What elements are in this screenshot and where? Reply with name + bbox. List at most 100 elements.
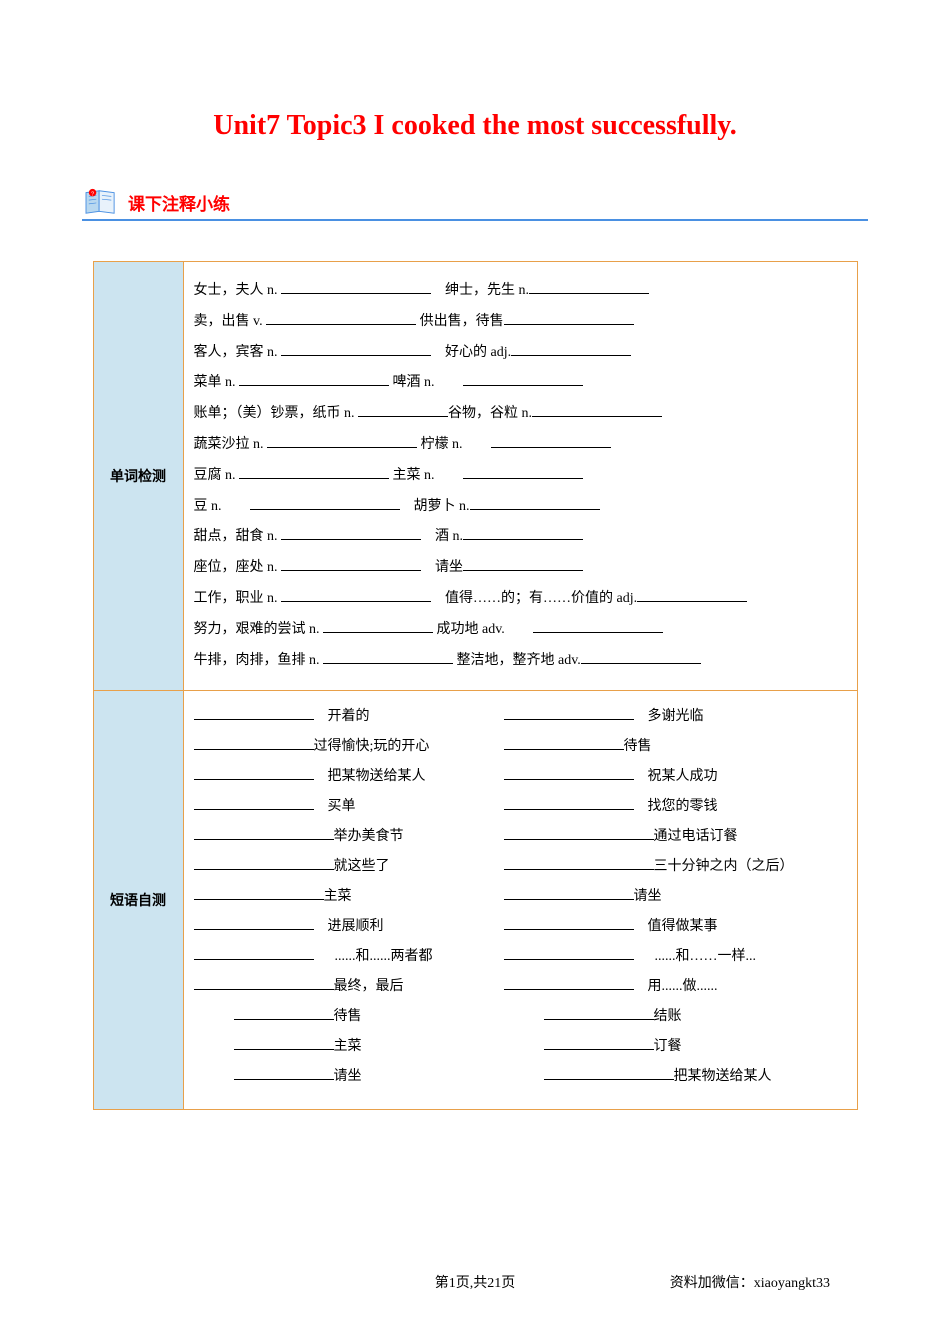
fill-blank — [358, 403, 448, 417]
phrase-row: 主菜请坐 — [194, 885, 847, 905]
vocab-row: 豆腐 n. 主菜 n. — [194, 461, 847, 492]
fill-blank — [581, 650, 701, 664]
fill-blank — [323, 619, 433, 633]
phrase-content-cell: 开着的 多谢光临过得愉快;玩的开心待售 把某物送给某人 祝某人成功 买单 找您的… — [183, 691, 857, 1110]
worksheet-table: 单词检测 女士，夫人 n. 绅士，先生 n.卖，出售 v. 供出售，待售客人，宾… — [93, 261, 858, 1110]
phrase-text: 举办美食节 — [334, 825, 404, 845]
phrase-row: 把某物送给某人 祝某人成功 — [194, 765, 847, 785]
vocab-content-cell: 女士，夫人 n. 绅士，先生 n.卖，出售 v. 供出售，待售客人，宾客 n. … — [183, 262, 857, 691]
phrase-text: 祝某人成功 — [648, 765, 718, 785]
fill-blank — [544, 1036, 654, 1050]
phrase-row: 举办美食节 通过电话订餐 — [194, 825, 847, 845]
fill-blank — [194, 976, 334, 990]
phrase-text: 请坐 — [334, 1065, 362, 1085]
phrase-text: 值得做某事 — [648, 915, 718, 935]
fill-blank — [194, 796, 314, 810]
fill-blank — [504, 796, 634, 810]
phrase-text: 过得愉快;玩的开心 — [314, 735, 430, 755]
fill-blank — [194, 736, 314, 750]
vocab-row: 豆 n. 胡萝卜 n. — [194, 492, 847, 523]
vocab-row: 甜点，甜食 n. 酒 n. — [194, 522, 847, 553]
vocab-row: 女士，夫人 n. 绅士，先生 n. — [194, 276, 847, 307]
fill-blank — [463, 465, 583, 479]
phrase-text: 请坐 — [634, 885, 662, 905]
section-header: ? 课下注释小练 — [82, 187, 868, 221]
phrase-row: 请坐 把某物送给某人 — [194, 1065, 847, 1085]
vocab-row: 账单；（美）钞票，纸币 n. 谷物，谷粒 n. — [194, 399, 847, 430]
phrase-text: 进展顺利 — [328, 915, 384, 935]
fill-blank — [544, 1066, 674, 1080]
fill-blank — [234, 1036, 334, 1050]
phrase-row: 买单 找您的零钱 — [194, 795, 847, 815]
phrase-text: 最终，最后 — [334, 975, 404, 995]
book-icon: ? — [82, 187, 120, 217]
phrase-row: 过得愉快;玩的开心 待售 — [194, 735, 847, 755]
fill-blank — [234, 1006, 334, 1020]
fill-blank — [529, 280, 649, 294]
fill-blank — [637, 588, 747, 602]
footer-contact: 资料加微信：xiaoyangkt33 — [670, 1272, 830, 1292]
phrase-row: 就这些了 三十分钟之内（之后） — [194, 855, 847, 875]
fill-blank — [504, 916, 634, 930]
fill-blank — [504, 886, 634, 900]
phrase-text: 多谢光临 — [648, 705, 704, 725]
fill-blank — [491, 434, 611, 448]
phrase-label-cell: 短语自测 — [93, 691, 183, 1110]
fill-blank — [281, 280, 431, 294]
phrase-text: 结账 — [654, 1005, 682, 1025]
vocab-row: 牛排，肉排，鱼排 n. 整洁地，整齐地 adv. — [194, 646, 847, 677]
fill-blank — [544, 1006, 654, 1020]
fill-blank — [281, 588, 431, 602]
phrase-text: 待售 — [334, 1005, 362, 1025]
vocab-row: 工作，职业 n. 值得……的；有……价值的 adj. — [194, 584, 847, 615]
vocab-row: 客人，宾客 n. 好心的 adj. — [194, 338, 847, 369]
phrase-text: 用......做...... — [648, 975, 718, 995]
phrase-row: ......和......两者都 ......和……一样... — [194, 945, 847, 965]
fill-blank — [504, 946, 634, 960]
fill-blank — [463, 526, 583, 540]
fill-blank — [281, 557, 421, 571]
fill-blank — [194, 886, 324, 900]
fill-blank — [194, 826, 334, 840]
phrase-text: 把某物送给某人 — [328, 765, 426, 785]
fill-blank — [463, 372, 583, 386]
fill-blank — [504, 706, 634, 720]
section-title: 课下注释小练 — [128, 190, 230, 215]
phrase-row: 待售 结账 — [194, 1005, 847, 1025]
fill-blank — [463, 557, 583, 571]
fill-blank — [504, 976, 634, 990]
phrase-text: 找您的零钱 — [648, 795, 718, 815]
fill-blank — [239, 465, 389, 479]
fill-blank — [533, 619, 663, 633]
phrase-text: 三十分钟之内（之后） — [654, 855, 794, 875]
phrase-text: 就这些了 — [334, 855, 390, 875]
phrase-text: ......和......两者都 — [335, 945, 433, 965]
phrase-row: 进展顺利 值得做某事 — [194, 915, 847, 935]
fill-blank — [504, 311, 634, 325]
fill-blank — [194, 856, 334, 870]
fill-blank — [281, 526, 421, 540]
vocab-row: 蔬菜沙拉 n. 柠檬 n. — [194, 430, 847, 461]
fill-blank — [234, 1066, 334, 1080]
fill-blank — [323, 650, 453, 664]
fill-blank — [504, 856, 654, 870]
fill-blank — [504, 736, 624, 750]
vocab-label-cell: 单词检测 — [93, 262, 183, 691]
page-title: Unit7 Topic3 I cooked the most successfu… — [0, 110, 950, 142]
footer-page-num: 第1页,共21页 — [435, 1272, 516, 1292]
fill-blank — [239, 372, 389, 386]
fill-blank — [194, 946, 314, 960]
phrase-text: 通过电话订餐 — [654, 825, 738, 845]
vocab-row: 卖，出售 v. 供出售，待售 — [194, 307, 847, 338]
vocab-row: 菜单 n. 啤酒 n. — [194, 368, 847, 399]
fill-blank — [194, 916, 314, 930]
phrase-text: 把某物送给某人 — [674, 1065, 772, 1085]
phrase-text: 开着的 — [328, 705, 370, 725]
phrase-text: 买单 — [328, 795, 356, 815]
fill-blank — [470, 496, 600, 510]
phrase-row: 最终，最后 用......做...... — [194, 975, 847, 995]
phrase-row: 开着的 多谢光临 — [194, 705, 847, 725]
vocab-row: 座位，座处 n. 请坐 — [194, 553, 847, 584]
phrase-text: 待售 — [624, 735, 652, 755]
fill-blank — [194, 706, 314, 720]
